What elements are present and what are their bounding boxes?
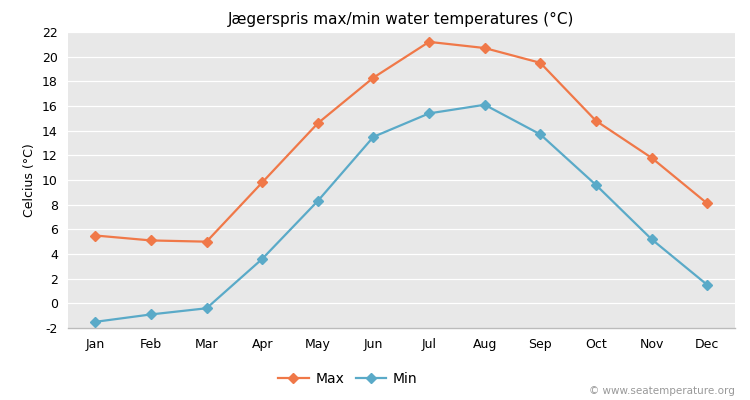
Min bbox=[202, 306, 211, 311]
Max bbox=[146, 238, 155, 243]
Min bbox=[424, 111, 433, 116]
Max bbox=[703, 201, 712, 206]
Min bbox=[91, 320, 100, 324]
Max bbox=[647, 155, 656, 160]
Max bbox=[592, 118, 601, 123]
Text: © www.seatemperature.org: © www.seatemperature.org bbox=[590, 386, 735, 396]
Max bbox=[202, 239, 211, 244]
Min bbox=[592, 182, 601, 187]
Max bbox=[480, 46, 489, 50]
Max bbox=[314, 121, 322, 126]
Max bbox=[91, 233, 100, 238]
Max bbox=[424, 40, 433, 44]
Y-axis label: Celcius (°C): Celcius (°C) bbox=[23, 143, 36, 217]
Line: Min: Min bbox=[92, 101, 711, 325]
Min bbox=[369, 134, 378, 139]
Min bbox=[536, 132, 544, 137]
Min bbox=[314, 198, 322, 203]
Line: Max: Max bbox=[92, 38, 711, 245]
Max bbox=[369, 75, 378, 80]
Min bbox=[647, 237, 656, 242]
Min bbox=[703, 282, 712, 287]
Title: Jægerspris max/min water temperatures (°C): Jægerspris max/min water temperatures (°… bbox=[228, 12, 574, 27]
Min bbox=[146, 312, 155, 317]
Max bbox=[258, 180, 267, 185]
Legend: Max, Min: Max, Min bbox=[272, 366, 423, 392]
Min bbox=[258, 256, 267, 261]
Max bbox=[536, 60, 544, 65]
Min bbox=[480, 102, 489, 107]
